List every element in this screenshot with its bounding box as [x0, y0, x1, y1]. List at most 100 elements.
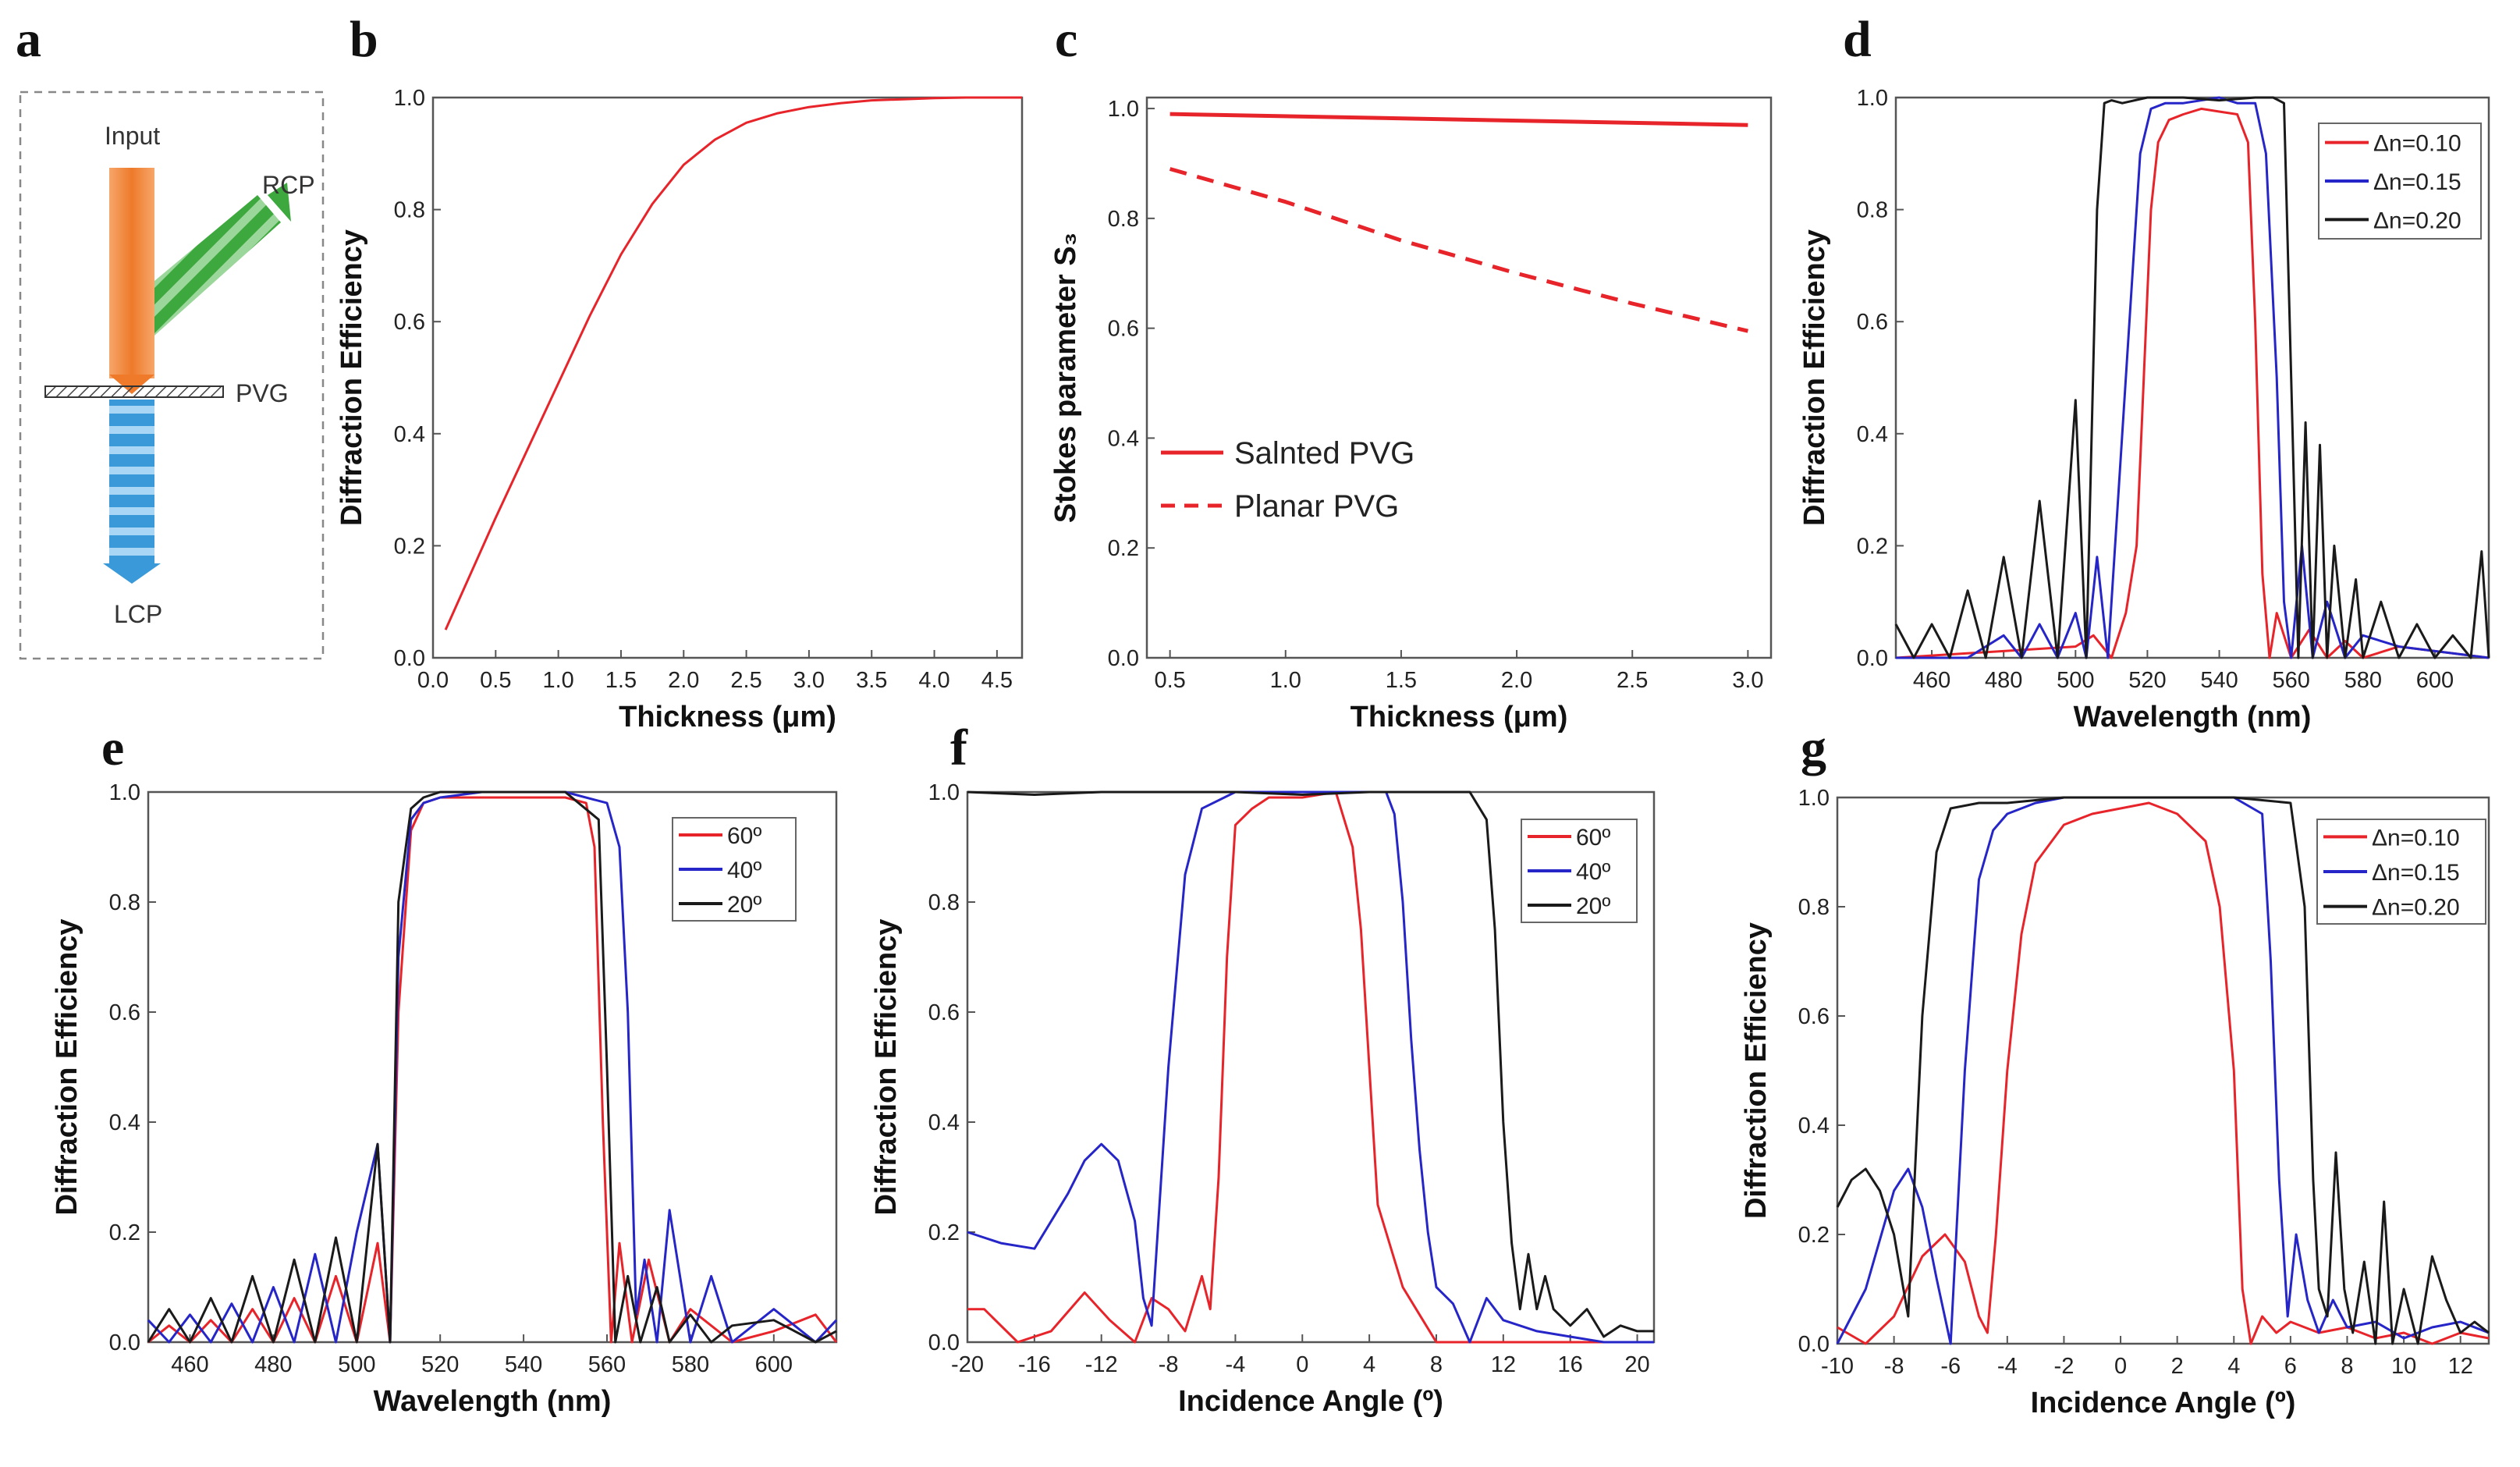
x-tick-label: 3.0 [793, 668, 825, 693]
series-line-e-1 [147, 790, 838, 1344]
x-tick-label: 3.0 [1732, 668, 1763, 693]
x-tick-label: 16 [1558, 1352, 1583, 1377]
legend-label-0: Δn=0.10 [2372, 825, 2460, 851]
x-tick-label: -16 [1018, 1352, 1051, 1377]
rcp-arrowhead [268, 183, 291, 222]
x-tick-label: 1.5 [1386, 668, 1417, 693]
series-line-d-1 [1896, 96, 2490, 659]
legend-label-2: 20º [727, 892, 761, 918]
x-tick-label: 6 [2284, 1354, 2297, 1379]
legend-label-1: Planar PVG [1234, 489, 1399, 524]
x-tick-label: 0 [1296, 1352, 1308, 1377]
y-tick-label: 0.0 [928, 1330, 960, 1355]
series-line-f-2 [967, 790, 1654, 1338]
input-beam [109, 168, 154, 378]
x-tick-label: 580 [672, 1352, 709, 1377]
x-tick-label: -12 [1085, 1352, 1118, 1377]
y-tick-label: 0.6 [1108, 317, 1139, 342]
x-tick-label: -8 [1159, 1352, 1179, 1377]
rcp-label: RCP [262, 171, 315, 199]
y-tick-label: 0.2 [394, 534, 425, 559]
x-tick-label: 4 [1363, 1352, 1375, 1377]
y-tick-label: 0.8 [1798, 895, 1830, 920]
y-tick-label: 0.4 [109, 1110, 140, 1135]
x-tick-label: 2.0 [1501, 668, 1532, 693]
x-tick-label: 3.5 [856, 668, 887, 693]
pvg-label: PVG [236, 379, 289, 407]
x-tick-label: 2.5 [730, 668, 761, 693]
plot-frame-c [1145, 96, 1773, 659]
y-tick-label: 0.6 [109, 1000, 140, 1025]
legend-label-2: Δn=0.20 [2373, 208, 2461, 233]
panel-label-g: g [1801, 719, 1826, 776]
x-tick-label: 2 [2171, 1354, 2184, 1379]
series-line-b-0 [444, 96, 1022, 630]
y-tick-label: 0.6 [1857, 310, 1888, 335]
y-tick-label: 0.0 [394, 646, 425, 671]
x-tick-label: 580 [2344, 668, 2382, 693]
x-tick-label: 460 [171, 1352, 208, 1377]
y-tick-label: 0.6 [928, 1000, 960, 1025]
y-tick-label: 0.4 [394, 422, 425, 447]
x-tick-label: -8 [1884, 1354, 1904, 1379]
lcp-label: LCP [114, 600, 162, 628]
x-tick-label: 8 [2341, 1354, 2353, 1379]
x-tick-label: 0.5 [1154, 668, 1185, 693]
input-beam-arrowhead [109, 375, 154, 394]
y-tick-label: 0.6 [394, 310, 425, 335]
y-axis-label: Diffraction Efficiency [1740, 922, 1773, 1219]
schematic-panel-a: Input RCP PVG LCP [19, 91, 325, 660]
x-tick-label: -2 [2054, 1354, 2075, 1379]
x-tick-label: 560 [2272, 668, 2309, 693]
legend-label-0: Δn=0.10 [2373, 131, 2461, 157]
panel-label-a: a [16, 11, 41, 68]
x-tick-label: 460 [1913, 668, 1950, 693]
panel-label-b: b [350, 11, 378, 68]
legend-label-1: Δn=0.15 [2373, 169, 2461, 195]
x-axis-label: Thickness (μm) [619, 701, 836, 734]
chart-d: 460 480 500 520 540 560 580 600 0.0 0.2 0.4 0.6 0.8 1… [1798, 86, 2490, 734]
y-tick-label: 0.8 [928, 890, 960, 915]
y-tick-label: 1.0 [109, 780, 140, 805]
x-tick-label: 0 [2114, 1354, 2127, 1379]
series-line-g-2 [1836, 796, 2490, 1345]
x-tick-label: -6 [1940, 1354, 1961, 1379]
y-tick-label: 1.0 [928, 780, 960, 805]
x-tick-label: -4 [1997, 1354, 2018, 1379]
y-tick-label: 0.4 [1857, 422, 1888, 447]
series-line-e-2 [147, 790, 837, 1344]
series-line-f-0 [967, 790, 1654, 1344]
y-tick-label: 0.2 [109, 1220, 140, 1245]
x-tick-label: 0.0 [417, 668, 449, 693]
y-tick-label: 0.8 [1857, 198, 1888, 223]
plot-frame-b [431, 96, 1024, 659]
y-axis-label: Diffraction Efficiency [335, 229, 368, 526]
x-tick-label: 4 [2227, 1354, 2240, 1379]
legend-label-1: 40º [1576, 859, 1610, 885]
x-tick-label: 1.0 [542, 668, 573, 693]
y-tick-label: 0.2 [1857, 534, 1888, 559]
x-tick-label: 20 [1624, 1352, 1649, 1377]
y-tick-label: 0.0 [1108, 646, 1139, 671]
x-tick-label: 4.0 [918, 668, 949, 693]
y-tick-label: 0.8 [109, 890, 140, 915]
x-tick-label: 540 [2200, 668, 2238, 693]
x-tick-label: 540 [505, 1352, 542, 1377]
legend-label-0: 60º [727, 823, 761, 849]
x-tick-label: 10 [2391, 1354, 2416, 1379]
legend-label-2: 20º [1576, 893, 1610, 919]
rcp-beam [154, 195, 281, 336]
x-tick-label: 500 [2057, 668, 2094, 693]
series-line-d-2 [1894, 96, 2490, 659]
lcp-beam [109, 400, 154, 563]
y-tick-label: 0.4 [928, 1110, 960, 1135]
x-tick-label: 2.0 [668, 668, 699, 693]
y-tick-label: 0.6 [1798, 1004, 1830, 1029]
series-line-g-0 [1837, 801, 2490, 1345]
x-axis-label: Incidence Angle (º) [1178, 1385, 1443, 1418]
x-tick-label: 12 [2448, 1354, 2473, 1379]
x-tick-label: 600 [2416, 668, 2454, 693]
x-tick-label: -4 [1226, 1352, 1246, 1377]
x-axis-label: Wavelength (nm) [2074, 701, 2312, 734]
